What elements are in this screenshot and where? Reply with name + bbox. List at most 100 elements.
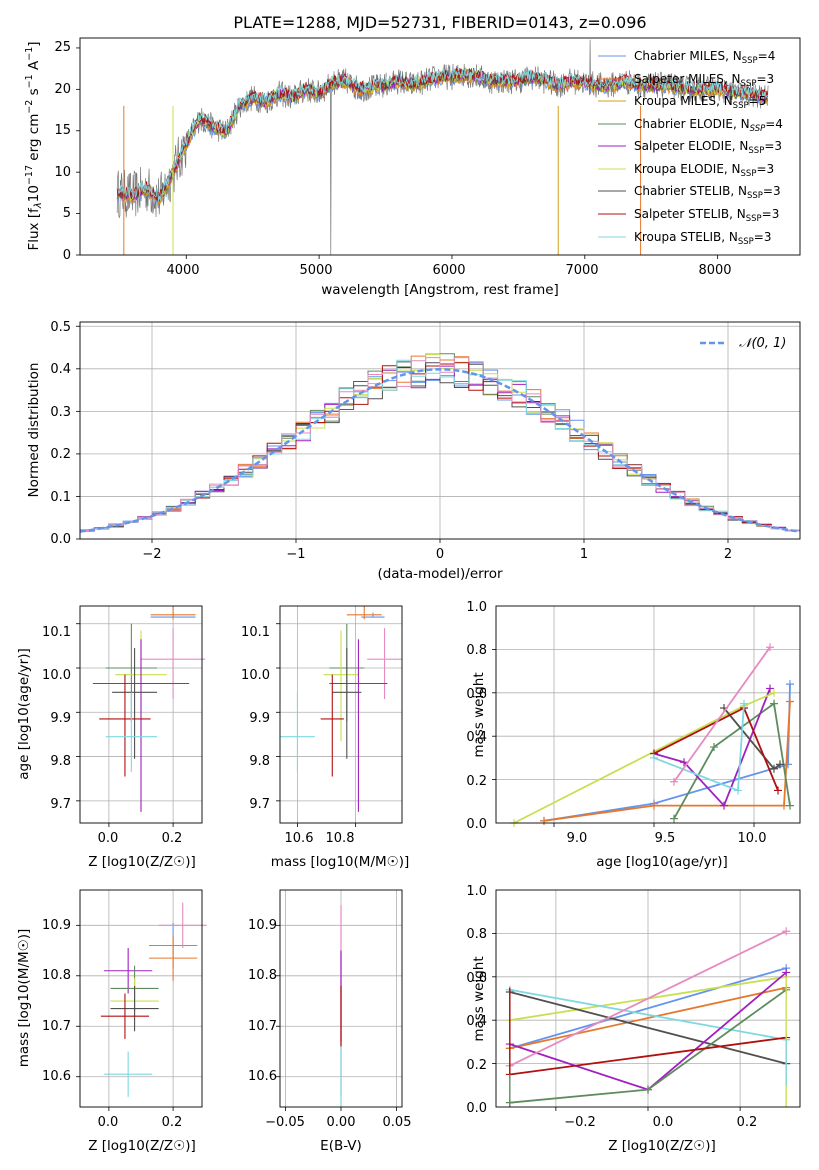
agemass-ytick-label: 10.0 (241, 668, 270, 683)
spec-ylabel: Flux [fλ10−17 erg cm−2 s−1 A−1] (24, 41, 44, 250)
legend-eq: = (762, 207, 772, 221)
weight-z-line (509, 986, 787, 1050)
wz-ytick-label: 0.4 (466, 1014, 487, 1029)
spec-ylabel-part: ] (26, 41, 42, 46)
spec-ylabel-part: Flux [f (26, 207, 42, 251)
model-spectrum-line (116, 67, 768, 201)
hist-ytick-label: 0.4 (50, 362, 71, 377)
legend-eq: = (756, 162, 766, 176)
axes-frame (279, 605, 403, 824)
legend-nssp: 3 (764, 230, 772, 244)
massz-xlabel: Z [log10(Z/Z☉)] (88, 1138, 196, 1154)
legend-nssp: 3 (772, 207, 780, 221)
legend-eq: = (764, 139, 774, 153)
agez-ytick-label: 9.7 (50, 797, 71, 812)
legend-model: Salpeter ELODIE (634, 139, 732, 153)
weight-age-marker (650, 753, 658, 762)
legend-eq: = (765, 117, 775, 131)
wz-ytick-label: 0.6 (466, 971, 487, 986)
agez-xtick-label: 0.0 (98, 831, 119, 846)
hist-xtick-label: −1 (286, 547, 305, 562)
legend-label-normal: 𝒩(0, 1) (739, 336, 786, 351)
agemass-ytick-label: 9.7 (249, 797, 270, 812)
legend-nssp: 3 (767, 72, 775, 86)
weight-age-marker (766, 643, 774, 652)
weight-age-marker (786, 680, 794, 689)
agemass-xlabel: mass [log10(M/M☉)] (271, 854, 410, 870)
wage-xtick-label: 9.5 (655, 831, 676, 846)
spec-ytick-label: 20 (54, 82, 71, 97)
weight-z-line (509, 930, 787, 1067)
legend-nssp: 3 (767, 162, 775, 176)
agemass-ytick-label: 10.1 (241, 625, 270, 640)
spec-xlabel: wavelength [Angstrom, rest frame] (321, 282, 559, 298)
model-spectrum-line (116, 72, 768, 204)
legend-sub: SSP (738, 237, 754, 247)
massebv-xtick-label: 0.05 (383, 1115, 412, 1130)
legend-entry: Salpeter MILES, NSSP=3 (598, 72, 774, 89)
massz-xtick-label: 0.2 (162, 1115, 183, 1130)
spec-ytick-label: 15 (54, 123, 71, 138)
wage-ylabel: mass weight (471, 672, 487, 757)
legend-entry: Salpeter STELIB, NSSP=3 (598, 207, 779, 224)
legend-label: Salpeter MILES, NSSP=3 (634, 72, 774, 89)
legend-entry: Chabrier MILES, NSSP=4 (598, 49, 775, 66)
age-vs-mass-panel: 10.6 10.8 9.7 9.8 9.9 10.0 10.1 mass [lo… (241, 605, 410, 870)
spec-ytick-label: 0 (63, 248, 71, 263)
spec-ylabel-part: −1 (24, 47, 35, 61)
wz-ytick-label: 0.8 (466, 927, 487, 942)
massz-ylabel: mass [log10(M/M☉)] (16, 929, 32, 1068)
legend-label: Kroupa ELODIE, NSSP=3 (634, 162, 774, 179)
legend-entry: Salpeter ELODIE, NSSP=3 (598, 139, 782, 156)
weight-age-line (723, 707, 781, 771)
legend-model: Kroupa ELODIE (634, 162, 724, 176)
hist-ytick-label: 0.0 (50, 532, 71, 547)
agemass-ytick-label: 9.8 (249, 754, 270, 769)
weight-z-marker (782, 927, 791, 936)
agez-xtick-label: 0.2 (162, 831, 183, 846)
massz-ytick-label: 10.9 (42, 918, 71, 933)
spec-ytick-label: 25 (54, 40, 71, 55)
legend-sub: SSP (733, 101, 749, 111)
weight-age-marker (776, 760, 784, 769)
legend-model: Kroupa STELIB (634, 230, 721, 244)
weight-age-line (543, 684, 791, 822)
weight-age-marker (770, 764, 778, 773)
panel-marks (92, 606, 206, 812)
weight-age-marker (774, 786, 782, 795)
legend-eq: = (749, 94, 759, 108)
weight-z-marker (782, 968, 791, 977)
weight-z-marker (644, 1085, 652, 1094)
agez-ytick-label: 10.0 (42, 668, 71, 683)
wz-xtick-label: 0.2 (737, 1115, 758, 1130)
hist-xlabel: (data-model)/error (377, 566, 503, 582)
legend-model: Kroupa MILES (634, 94, 716, 108)
spec-ylabel-part: −17 (24, 165, 35, 185)
wage-xtick-label: 9.0 (567, 831, 588, 846)
weight-age-marker (670, 777, 678, 786)
spec-ytick-label: 5 (63, 206, 71, 221)
legend-entry: Kroupa STELIB, NSSP=3 (598, 230, 772, 247)
weight-age-marker (720, 801, 728, 810)
histogram-tick-marks (76, 325, 729, 543)
wz-xtick-label: 0.0 (653, 1115, 674, 1130)
massebv-ytick-label: 10.9 (248, 918, 277, 933)
hist-ytick-label: 0.5 (50, 320, 71, 335)
agez-xlabel: Z [log10(Z/Z☉)] (88, 854, 196, 870)
legend-model: Salpeter STELIB (634, 207, 729, 221)
legend-nssp: 5 (759, 94, 767, 108)
wage-xtick-label: 10.0 (738, 831, 767, 846)
legend-eq: = (754, 230, 764, 244)
spec-xtick-label: 6000 (432, 263, 465, 278)
wage-ytick-label: 1.0 (466, 600, 487, 615)
agez-ytick-label: 10.1 (42, 625, 71, 640)
weight-age-marker (710, 743, 718, 752)
weight-age-line (543, 701, 791, 822)
hist-xtick-label: 0 (436, 547, 444, 562)
weight-age-marker (680, 758, 688, 767)
weight-vs-metallicity-panel: −0.2 0.0 0.2 0.0 0.2 0.4 0.6 0.8 1.0 Z [… (466, 884, 801, 1154)
massebv-xtick-label: −0.05 (265, 1115, 305, 1130)
legend-sub: SSP (746, 214, 762, 224)
wz-xlabel: Z [log10(Z/Z☉)] (608, 1138, 716, 1154)
legend-nssp: 3 (774, 139, 782, 153)
